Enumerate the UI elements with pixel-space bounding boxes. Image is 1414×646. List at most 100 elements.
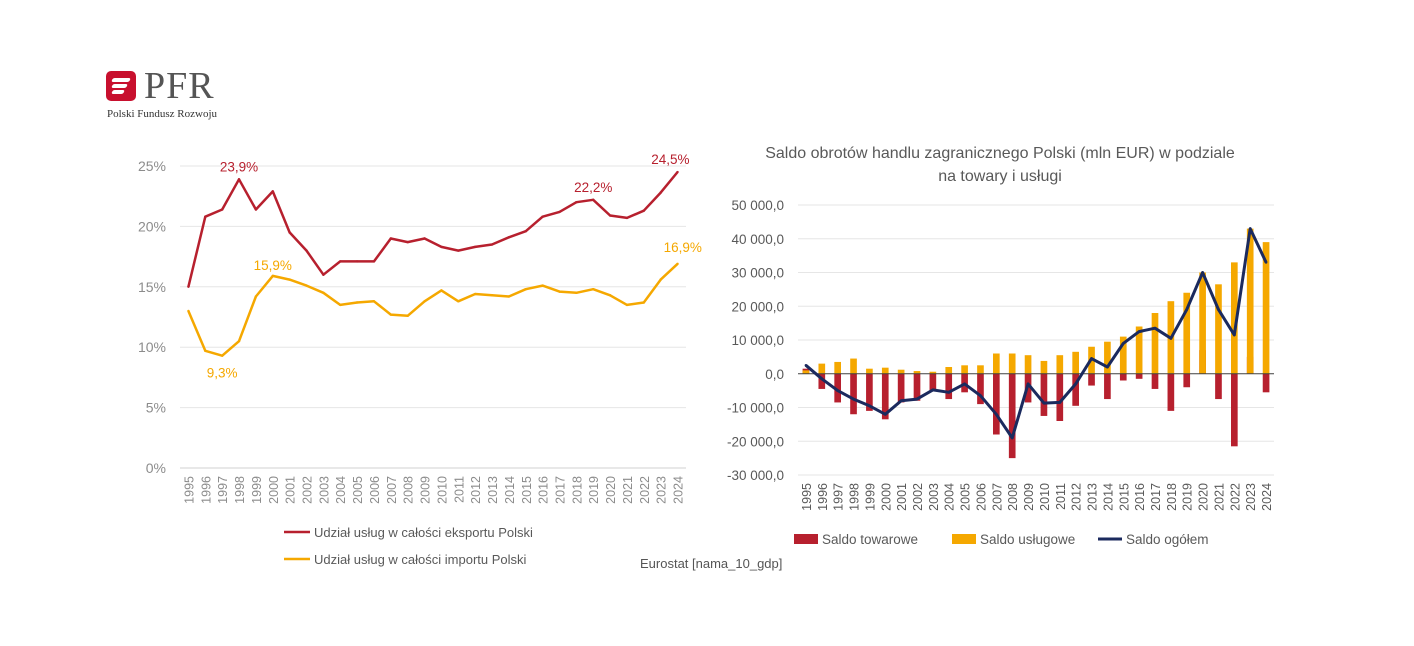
x-tick-label: 2011 [1054, 483, 1068, 510]
data-point [804, 364, 808, 367]
data-point [406, 314, 409, 317]
x-tick-label: 2013 [1086, 483, 1100, 511]
bar-goods [993, 373, 1000, 435]
data-point [625, 303, 629, 307]
data-point [355, 260, 359, 263]
data-point [524, 230, 527, 233]
data-point [1042, 401, 1046, 405]
bar-goods [977, 373, 984, 405]
x-tick-label: 2019 [587, 476, 601, 504]
data-point [1090, 357, 1093, 360]
bar-services [1199, 272, 1206, 374]
x-tick-label: 2022 [638, 476, 652, 504]
x-tick-label: 2003 [927, 483, 941, 511]
x-tick-label: 2002 [911, 483, 925, 511]
data-point [1058, 401, 1062, 404]
bar-services [945, 367, 953, 374]
data-point [883, 412, 887, 416]
x-tick-label: 2010 [1038, 483, 1052, 511]
data-point [440, 289, 443, 292]
x-tick-label: 2004 [334, 476, 348, 504]
bar-goods [1040, 373, 1048, 416]
legend-label: Udział usług w całości eksportu Polski [314, 525, 533, 540]
bar-goods [881, 373, 889, 420]
bar-goods [1215, 373, 1222, 400]
legend-label: Saldo usługowe [980, 532, 1075, 547]
bar-services [1072, 351, 1079, 374]
bar-goods [818, 373, 826, 389]
y-tick-label: 20% [138, 218, 166, 234]
data-point [1264, 261, 1268, 264]
bar-goods [929, 373, 937, 391]
data-point [457, 249, 460, 252]
bar-goods [913, 373, 921, 401]
data-point [490, 294, 494, 297]
data-point [1026, 382, 1030, 386]
y-tick-label: 5% [146, 400, 166, 416]
data-point [271, 190, 274, 193]
bar-services [850, 358, 857, 374]
x-tick-label: 1997 [216, 476, 230, 504]
data-point [1248, 227, 1252, 230]
data-point [288, 231, 291, 234]
x-tick-label: 2021 [621, 476, 635, 504]
x-tick-label: 2020 [1197, 483, 1211, 511]
data-point [372, 260, 376, 263]
x-tick-label: 1996 [199, 476, 213, 504]
data-point [836, 389, 839, 392]
x-tick-label: 1996 [816, 483, 830, 511]
bar-services [1231, 262, 1238, 374]
x-tick-label: 1995 [182, 476, 196, 504]
x-tick-label: 2023 [655, 476, 669, 504]
bar-services [1024, 355, 1032, 374]
bar-services [1135, 326, 1143, 374]
x-tick-label: 2015 [520, 476, 534, 504]
data-point [187, 285, 190, 288]
data-point [473, 292, 477, 296]
data-point [1121, 342, 1125, 345]
bar-goods [897, 373, 905, 403]
x-tick-label: 2000 [267, 476, 281, 504]
x-tick-label: 1999 [250, 476, 264, 504]
x-tick-label: 2022 [1228, 483, 1242, 511]
y-tick-label: 20 000,0 [731, 299, 784, 314]
chart2-title: Saldo obrotów handlu zagranicznego Polsk… [765, 145, 1235, 185]
series-line-1 [187, 171, 679, 288]
data-label: 23,9% [220, 159, 258, 174]
pfr-logo: PFR Polski Fundusz Rozwoju [106, 65, 246, 122]
x-tick-label: 2017 [554, 476, 568, 504]
data-point [592, 198, 595, 202]
data-label: 15,9% [254, 258, 292, 273]
x-tick-label: 2006 [974, 483, 988, 511]
x-tick-label: 2021 [1212, 483, 1226, 511]
data-point [440, 245, 443, 249]
bar-goods [1262, 373, 1270, 393]
bar-goods [1167, 373, 1175, 411]
data-point [507, 236, 511, 239]
data-point [625, 216, 629, 220]
bar-services [1056, 355, 1064, 374]
legend-swatch-goods [794, 534, 818, 544]
bar-services [1215, 284, 1222, 374]
data-point [931, 388, 935, 392]
x-tick-label: 2005 [351, 476, 365, 504]
source-note: Eurostat [nama_10_gdp] [640, 556, 783, 571]
bar-goods [1008, 373, 1016, 459]
bar-services [1183, 292, 1191, 374]
bar-services [897, 369, 905, 374]
x-tick-label: 2011 [452, 476, 466, 503]
bar-services [977, 365, 984, 374]
legend-label: Udział usług w całości importu Polski [314, 552, 527, 567]
x-tick-label: 1999 [863, 483, 877, 511]
x-tick-label: 2007 [385, 476, 399, 504]
data-point [575, 291, 578, 295]
data-point [322, 291, 325, 295]
y-tick-label: 30 000,0 [731, 266, 784, 281]
data-point [423, 300, 426, 303]
data-point [339, 260, 342, 263]
data-point [575, 201, 578, 204]
bar-goods [1072, 373, 1079, 406]
bar-services [1008, 353, 1016, 374]
data-label: 9,3% [207, 366, 238, 381]
data-point [592, 288, 595, 291]
